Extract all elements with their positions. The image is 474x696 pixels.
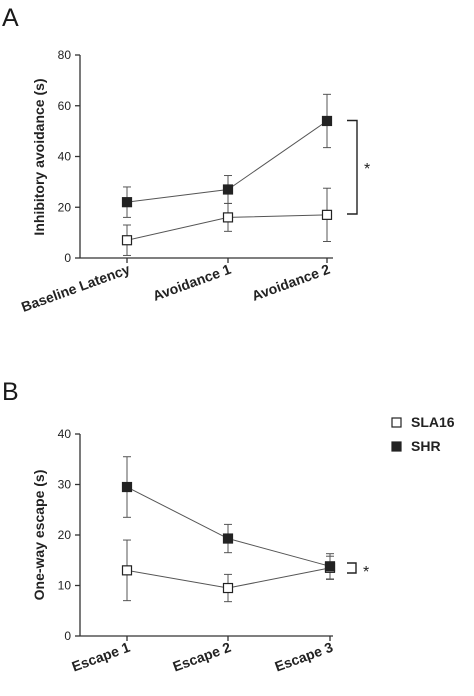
panel-a-shr-point bbox=[321, 115, 333, 127]
panel-b-significance-label: * bbox=[363, 564, 369, 581]
panel-b-y-axis-title: One-way escape (s) bbox=[31, 470, 47, 601]
panel-a-y-tick-label: 20 bbox=[58, 200, 72, 214]
panel-a-markers bbox=[121, 115, 333, 246]
panel-b-sla16-point bbox=[121, 565, 133, 576]
panel-b-y-tick-label: 0 bbox=[64, 629, 71, 643]
panel-b-markers bbox=[121, 481, 336, 594]
panel-b-shr-point bbox=[222, 533, 234, 544]
panel-b-y-tick-label: 20 bbox=[58, 528, 72, 542]
panel-b-x-tick-label: Escape 2 bbox=[170, 639, 233, 675]
legend: SLA16 SHR bbox=[391, 414, 455, 454]
legend-shr-marker bbox=[391, 441, 402, 452]
panel-a-significance-label: * bbox=[364, 161, 370, 178]
legend-sla16-marker bbox=[391, 417, 402, 428]
panel-a-significance-bracket bbox=[347, 119, 358, 215]
panel-b-y-tick-label: 40 bbox=[58, 427, 72, 441]
panel-b-y-ticks: 0 10 20 30 40 bbox=[58, 427, 80, 643]
panel-b-sla16-point bbox=[222, 582, 234, 594]
legend-sla16-label: SLA16 bbox=[411, 414, 455, 430]
panel-b-shr-point bbox=[324, 561, 336, 572]
panel-a-letter: A bbox=[2, 4, 19, 32]
panel-b-letter: B bbox=[2, 378, 19, 406]
panel-a-sla16-point bbox=[222, 212, 234, 223]
panel-b-x-tick-label: Escape 3 bbox=[272, 639, 335, 675]
panel-a-y-tick-label: 80 bbox=[58, 48, 72, 62]
legend-shr-label: SHR bbox=[411, 438, 441, 454]
panel-a-x-ticks: Baseline Latency Avoidance 1 Avoidance 2 bbox=[19, 258, 332, 315]
panel-a-x-tick-label: Avoidance 1 bbox=[151, 261, 234, 304]
panel-a-y-tick-label: 0 bbox=[64, 251, 71, 265]
panel-a-y-axis-title: Inhibitory avoidance (s) bbox=[31, 78, 47, 235]
panel-b-y-tick-label: 10 bbox=[58, 579, 72, 593]
panel-b-x-tick-label: Escape 1 bbox=[69, 639, 132, 675]
panel-b-error-bars bbox=[123, 456, 334, 603]
panel-a-chart: A Inhibitory avoidance (s) 0 20 40 60 80 Bas… bbox=[2, 4, 370, 315]
panel-a-y-ticks: 0 20 40 60 80 bbox=[58, 48, 80, 265]
panel-b-shr-point bbox=[121, 481, 133, 493]
panel-a-x-tick-label: Baseline Latency bbox=[19, 261, 132, 315]
panel-a-shr-point bbox=[121, 197, 133, 208]
panel-a-shr-point bbox=[222, 184, 234, 195]
panel-a-y-tick-label: 60 bbox=[58, 99, 72, 113]
panel-b-x-ticks: Escape 1 Escape 2 Escape 3 bbox=[69, 636, 335, 675]
panel-b-y-tick-label: 30 bbox=[58, 478, 72, 492]
panel-a-y-tick-label: 40 bbox=[58, 150, 72, 164]
panel-a-sla16-point bbox=[121, 235, 133, 246]
panel-a-error-bars bbox=[123, 93, 331, 256]
panel-a-sla16-point bbox=[321, 209, 333, 220]
panel-b-significance-bracket bbox=[347, 562, 357, 574]
panel-a-x-tick-label: Avoidance 2 bbox=[250, 261, 333, 304]
